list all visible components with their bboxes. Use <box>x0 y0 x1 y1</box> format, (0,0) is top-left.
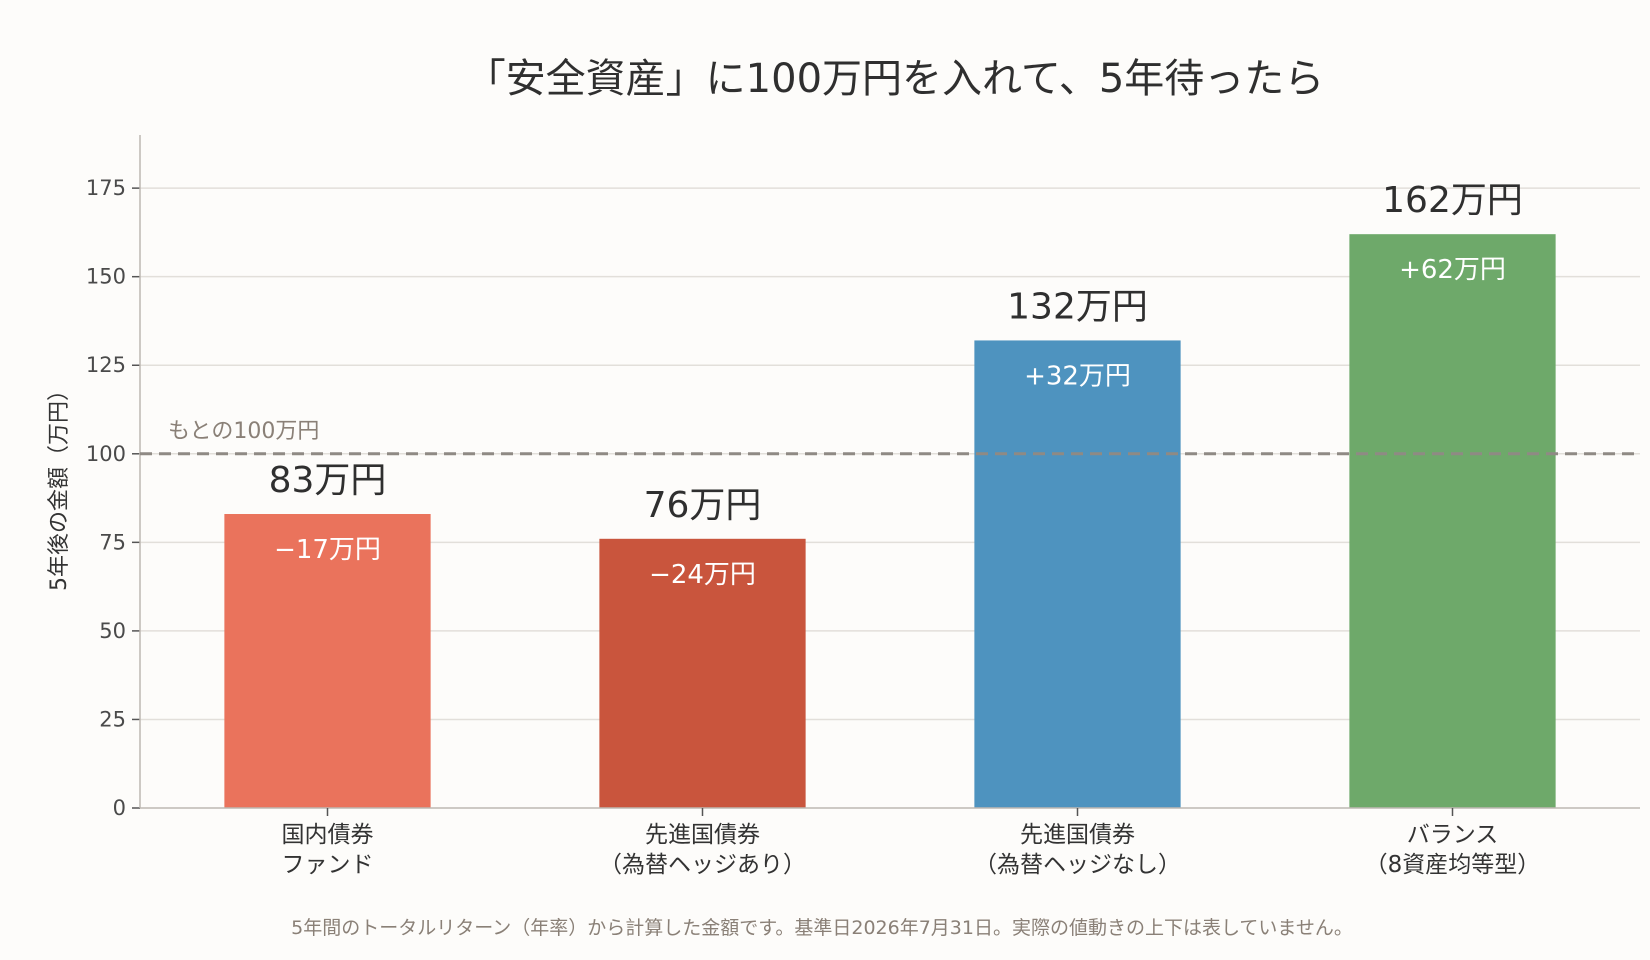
bar <box>224 514 431 808</box>
chart-title: 「安全資産」に100万円を入れて、5年待ったら <box>466 56 1325 102</box>
bar <box>599 538 806 808</box>
bar <box>974 340 1181 808</box>
x-tick-label: （為替ヘッジあり） <box>599 852 806 878</box>
footnote: 5年間のトータルリターン（年率）から計算した金額です。基準日2026年7月31日… <box>291 917 1353 939</box>
bar-value-label: 132万円 <box>1007 286 1148 327</box>
bar-delta-label: −24万円 <box>649 560 756 590</box>
bar <box>1349 234 1556 808</box>
x-tick-label: 先進国債券 <box>1020 822 1135 848</box>
y-tick-label: 50 <box>99 619 126 643</box>
x-tick-label: 先進国債券 <box>645 822 760 848</box>
bar-value-label: 76万円 <box>644 485 762 526</box>
y-tick-label: 100 <box>86 442 126 466</box>
bar-value-label: 83万円 <box>269 460 387 501</box>
bar-delta-label: +62万円 <box>1399 255 1506 285</box>
reference-line-group: もとの100万円 <box>140 419 1640 456</box>
y-tick-label: 75 <box>99 530 126 554</box>
y-tick-label: 0 <box>113 796 126 820</box>
y-tick-label: 175 <box>86 176 126 200</box>
x-tick-label: （8資産均等型） <box>1365 852 1541 878</box>
y-tick-label: 150 <box>86 265 126 289</box>
y-axis: 0 25 50 75 100 125 150 175 <box>86 135 141 820</box>
x-tick-label: 国内債券 <box>282 822 374 848</box>
x-tick-label: （為替ヘッジなし） <box>974 852 1181 878</box>
x-tick-label: ファンド <box>282 852 374 878</box>
y-tick-label: 25 <box>99 707 126 731</box>
bar-delta-label: −17万円 <box>274 535 381 565</box>
y-axis-label: 5年後の金額（万円） <box>47 379 72 591</box>
x-tick-label: バランス <box>1407 822 1499 848</box>
bar-value-label: 162万円 <box>1382 180 1523 221</box>
bar-delta-label: +32万円 <box>1024 361 1131 391</box>
y-tick-label: 125 <box>86 353 126 377</box>
reference-line-label: もとの100万円 <box>168 419 319 444</box>
bars: 83万円 −17万円 76万円 −24万円 132万円 +32万円 162万円 +62万円 <box>224 180 1556 808</box>
